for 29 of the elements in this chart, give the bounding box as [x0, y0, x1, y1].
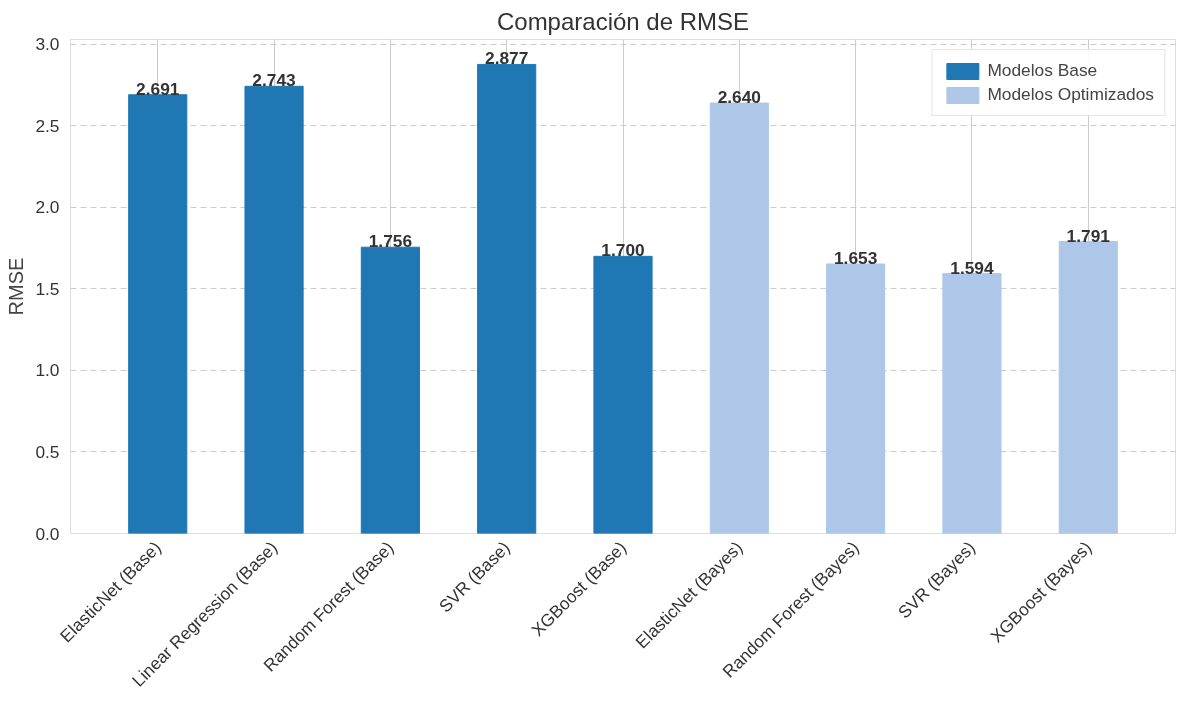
y-tick-label: 0.0: [35, 523, 60, 544]
legend-label: Modelos Base: [987, 60, 1098, 81]
data-label: 2.877: [485, 48, 529, 69]
chart-title: Comparación de RMSE: [496, 7, 750, 35]
y-tick-label: 0.5: [35, 441, 60, 462]
bar: [942, 273, 1002, 534]
y-tick-label: 1.0: [35, 360, 60, 381]
legend-label: Modelos Optimizados: [987, 84, 1154, 105]
bar: [360, 246, 420, 534]
data-label: 2.743: [252, 70, 297, 91]
data-label: 1.791: [1066, 225, 1111, 246]
data-label: 1.594: [950, 257, 994, 278]
data-label: 1.756: [368, 231, 413, 252]
bar: [826, 263, 886, 534]
data-label: 2.640: [717, 87, 762, 108]
bar: [244, 85, 304, 534]
y-tick-label: 3.0: [35, 34, 60, 55]
bar: [709, 102, 769, 534]
bar: [1058, 241, 1118, 534]
bar: [593, 255, 653, 534]
data-label: 2.691: [136, 78, 180, 99]
y-tick-label: 2.5: [35, 115, 60, 136]
data-label: 1.700: [601, 240, 645, 261]
y-tick-label: 1.5: [35, 278, 60, 299]
bar: [128, 94, 188, 534]
y-axis-title: RMSE: [5, 257, 28, 316]
y-tick-label: 2.0: [35, 197, 60, 218]
data-label: 1.653: [833, 248, 878, 268]
bar: [477, 63, 537, 534]
